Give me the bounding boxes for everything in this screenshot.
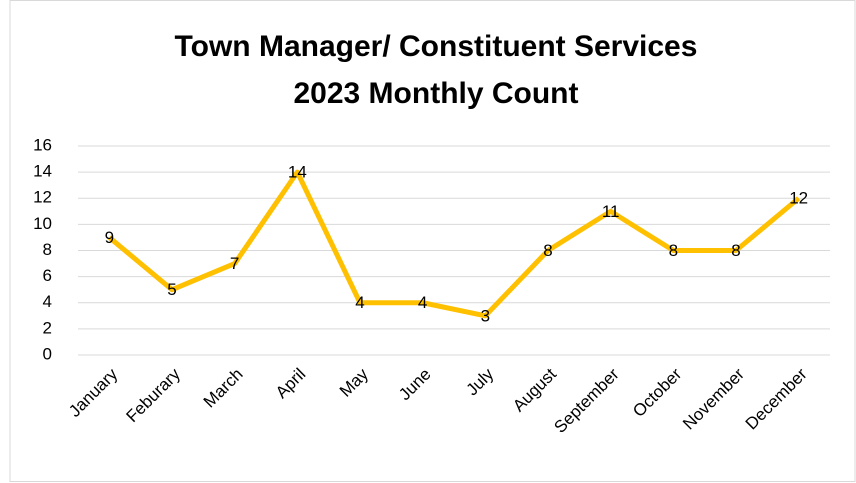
y-tick-label: 12 [33, 188, 52, 207]
data-label: 8 [543, 241, 552, 260]
data-label: 4 [355, 293, 364, 312]
data-label: 4 [418, 293, 427, 312]
data-label: 7 [230, 254, 239, 273]
data-label: 12 [789, 189, 808, 208]
data-label: 14 [288, 163, 307, 182]
y-tick-label: 8 [43, 240, 52, 259]
data-label: 11 [602, 202, 620, 221]
y-tick-label: 2 [43, 318, 52, 337]
chart-title: 2023 Monthly Count [293, 77, 578, 110]
y-tick-label: 0 [43, 344, 52, 363]
data-label: 8 [731, 241, 740, 260]
data-label: 9 [105, 228, 114, 247]
chart-frame [9, 0, 856, 482]
chart-title: Town Manager/ Constituent Services [175, 30, 698, 63]
y-tick-label: 16 [33, 135, 52, 154]
y-tick-label: 10 [33, 214, 52, 233]
y-tick-label: 4 [43, 292, 52, 311]
data-label: 5 [167, 280, 176, 299]
y-tick-label: 6 [43, 266, 52, 285]
data-line [107, 169, 801, 319]
data-label: 3 [481, 306, 490, 325]
y-tick-label: 14 [33, 162, 52, 181]
data-label: 8 [669, 241, 678, 260]
